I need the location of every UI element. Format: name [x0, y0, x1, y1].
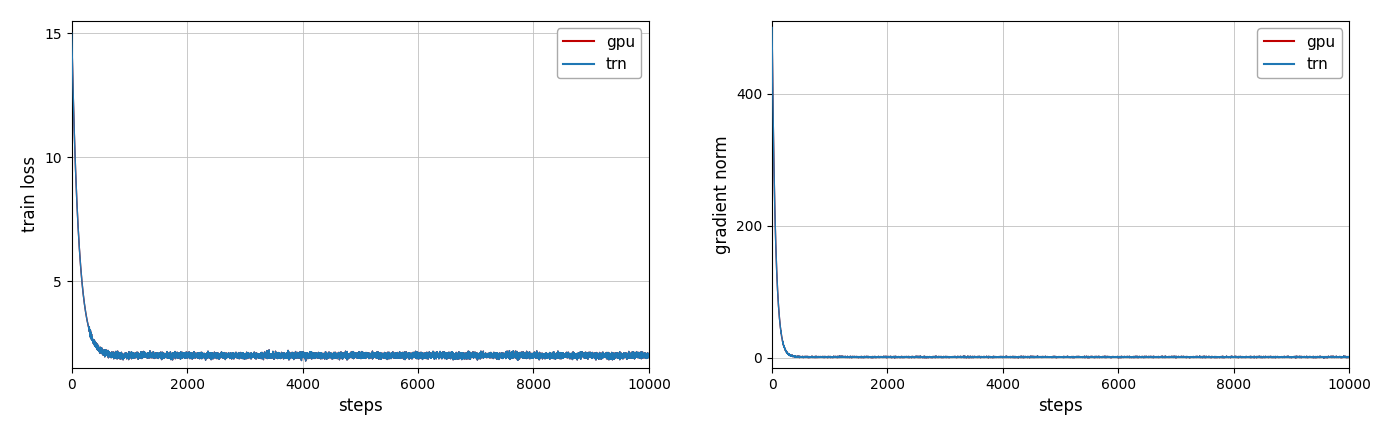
Legend: gpu, trn: gpu, trn: [1257, 28, 1342, 78]
Y-axis label: train loss: train loss: [21, 156, 39, 232]
Legend: gpu, trn: gpu, trn: [557, 28, 642, 78]
X-axis label: steps: steps: [338, 397, 383, 415]
Y-axis label: gradient norm: gradient norm: [713, 135, 731, 254]
X-axis label: steps: steps: [1038, 397, 1083, 415]
